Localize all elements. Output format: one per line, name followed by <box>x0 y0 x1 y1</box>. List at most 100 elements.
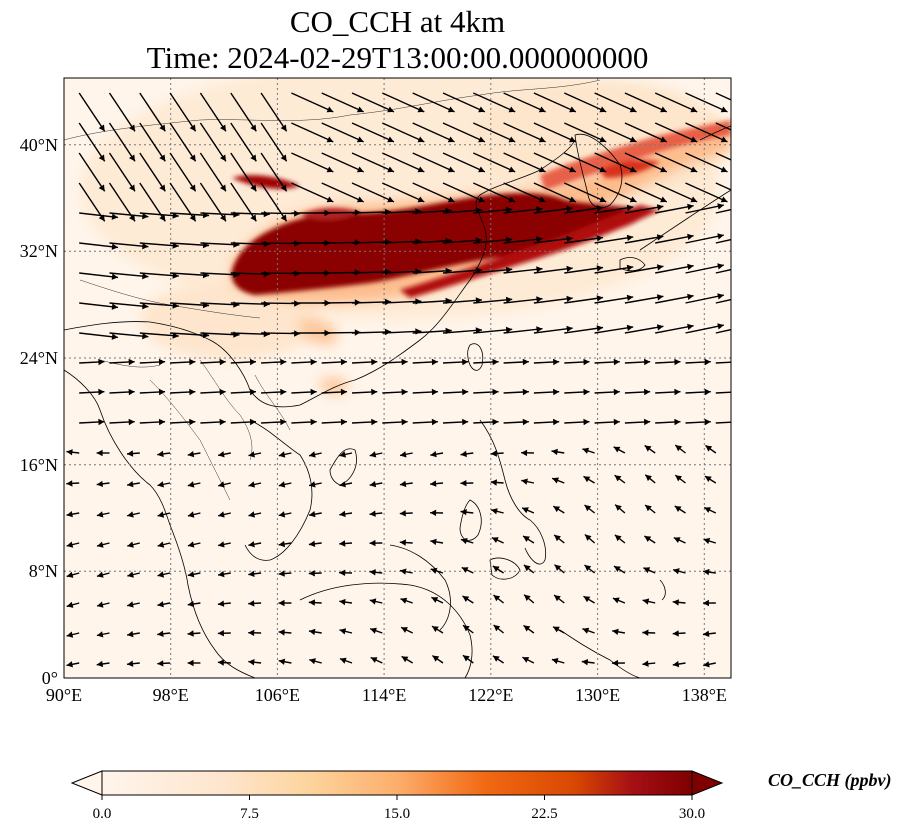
wind-arrow-shaft <box>473 152 516 173</box>
wind-arrow-head <box>189 184 196 192</box>
wind-arrow-head <box>187 451 195 458</box>
wind-arrow-shaft <box>503 208 543 214</box>
wind-arrow-head <box>157 450 164 458</box>
wind-arrow-head <box>218 570 225 578</box>
wind-arrow-shaft <box>715 391 731 394</box>
wind-arrow-head <box>399 480 407 488</box>
wind-arrow-head <box>674 418 681 426</box>
wind-arrow-shaft <box>109 332 149 338</box>
wind-arrow-head <box>430 451 437 458</box>
wind-arrow-head <box>538 136 546 143</box>
wind-arrow-shaft <box>655 235 694 244</box>
wind-arrow-shaft <box>382 300 422 304</box>
wind-arrow-head <box>626 264 634 271</box>
wind-arrow-head <box>656 294 664 301</box>
wind-arrow-shaft <box>685 324 724 334</box>
wind-arrow-shaft <box>170 332 210 337</box>
wind-arrow-head <box>612 628 619 635</box>
wind-arrow-head <box>280 418 287 426</box>
wind-arrow-head <box>524 594 531 601</box>
wind-arrow-head <box>400 568 407 575</box>
wind-arrow-head <box>462 418 469 426</box>
wind-arrow-shaft <box>503 182 546 203</box>
wind-arrow-head <box>98 418 105 426</box>
wind-arrow-head <box>583 418 590 426</box>
wind-arrow-shaft <box>564 296 604 304</box>
wind-arrow-shaft <box>169 122 197 162</box>
wind-arrow-shaft <box>199 152 227 192</box>
wind-arrow-head <box>505 296 513 304</box>
wind-arrow-head <box>111 213 118 220</box>
wind-arrow-head <box>704 358 711 366</box>
wind-arrow-shaft <box>170 272 210 277</box>
wind-arrow-head <box>551 448 558 456</box>
lon-tick-label: 106°E <box>255 685 300 705</box>
wind-arrow-head <box>536 266 543 273</box>
wind-arrow-head <box>399 510 406 517</box>
wind-arrow-shaft <box>79 212 119 219</box>
wind-arrow-head <box>172 242 179 249</box>
wind-arrow-shaft <box>109 302 149 308</box>
wind-arrow-shaft <box>139 332 179 337</box>
wind-arrow-head <box>430 567 438 574</box>
wind-arrow-shaft <box>473 328 513 334</box>
wind-arrow-head <box>309 481 316 488</box>
wind-arrow-head <box>447 136 455 143</box>
wind-arrow-head <box>674 506 682 512</box>
wind-arrow-shaft <box>533 152 577 173</box>
wind-arrow-shaft <box>685 234 724 244</box>
wind-arrow-head <box>157 601 164 608</box>
wind-arrow-head <box>401 388 408 396</box>
wind-arrow-shaft <box>685 152 728 173</box>
wind-arrow-head <box>614 534 622 542</box>
wind-arrow-head <box>98 184 105 192</box>
wind-arrow-head <box>158 418 166 426</box>
wind-arrow-shaft <box>200 212 240 216</box>
wind-arrow-head <box>278 511 286 518</box>
wind-arrow-head <box>159 184 166 192</box>
wind-arrow-head <box>656 204 664 211</box>
wind-arrow-head <box>401 418 408 426</box>
wind-arrow-head <box>717 203 724 210</box>
wind-arrow-head <box>674 358 681 366</box>
colorbar-tick-label: 7.5 <box>240 806 259 822</box>
colorbar-gradient <box>101 770 693 796</box>
wind-arrow-shaft <box>564 122 607 143</box>
wind-arrow-head <box>751 167 758 173</box>
wind-arrow-shaft <box>382 152 425 173</box>
wind-arrow-shaft <box>199 122 227 162</box>
colorbar-tick-label: 30.0 <box>679 806 705 822</box>
wind-arrow-head <box>387 106 394 113</box>
lat-tick-label: 16°N <box>20 455 58 475</box>
wind-arrow-head <box>508 106 516 113</box>
wind-arrow-shaft <box>442 182 486 203</box>
wind-arrow-head <box>385 298 392 306</box>
wind-arrow-head <box>189 418 196 426</box>
wind-arrow-head <box>748 263 755 269</box>
wind-arrow-head <box>250 154 257 162</box>
wind-arrow-head <box>339 481 346 488</box>
wind-arrow-head <box>687 263 694 270</box>
wind-arrow-head <box>675 475 682 482</box>
wind-arrow-head <box>339 569 346 576</box>
wind-arrow-head <box>278 451 286 458</box>
wind-arrow-head <box>369 481 377 488</box>
wind-arrow-head <box>96 631 104 638</box>
wind-arrow-head <box>462 596 470 602</box>
wind-arrow-shaft <box>503 92 546 113</box>
wind-arrow-head <box>490 450 497 457</box>
wind-arrow-shaft <box>442 269 483 274</box>
wind-arrow-head <box>478 106 485 113</box>
wind-arrow-shaft <box>715 268 731 274</box>
coastlines <box>64 125 731 678</box>
wind-arrow-head <box>644 418 651 426</box>
wind-arrow-head <box>748 293 755 299</box>
wind-arrow-head <box>278 540 286 548</box>
wind-arrow-head <box>566 235 573 242</box>
wind-arrow-shaft <box>199 92 227 132</box>
wind-arrow-head <box>339 598 346 606</box>
wind-arrow-shaft <box>109 212 149 218</box>
wind-arrow-head <box>642 629 649 636</box>
wind-arrow-head <box>478 136 485 143</box>
lat-tick-label: 8°N <box>29 561 58 581</box>
